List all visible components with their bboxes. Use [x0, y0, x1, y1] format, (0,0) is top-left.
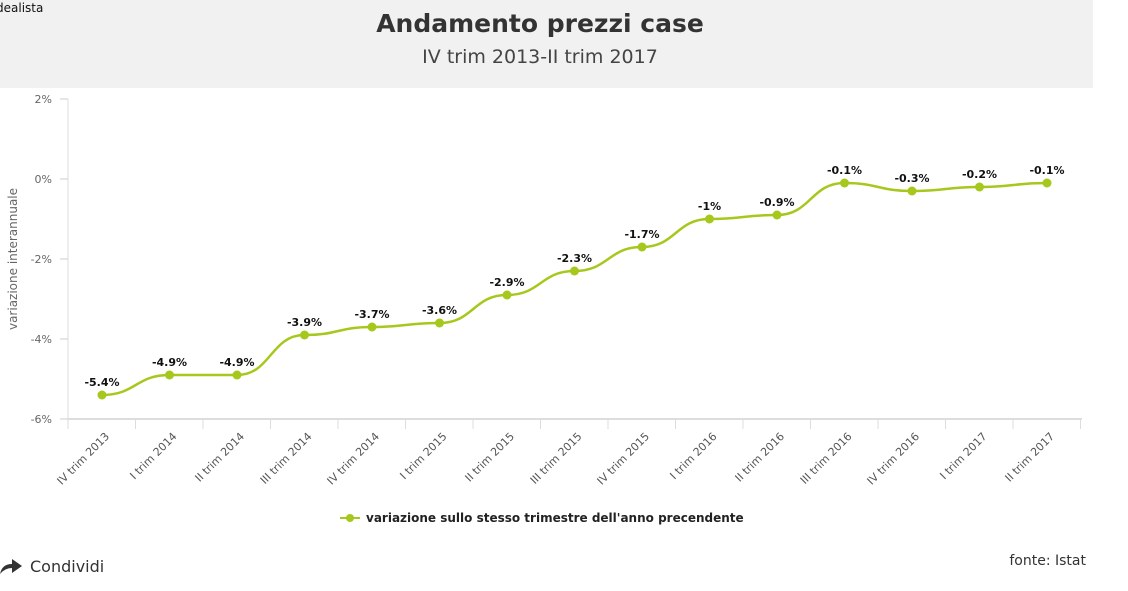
- x-tick-label: II trim 2017: [1003, 430, 1058, 485]
- data-point: [97, 390, 107, 400]
- y-tick-label: -6%: [31, 413, 52, 426]
- y-axis-label: variazione interannuale: [6, 188, 20, 330]
- data-point: [637, 242, 647, 252]
- x-tick-label: IV trim 2016: [865, 430, 923, 488]
- data-label: -4.9%: [219, 356, 254, 369]
- data-point: [1042, 178, 1052, 188]
- source-note: fonte: Istat: [1009, 553, 1086, 569]
- share-button[interactable]: Condividi: [0, 556, 104, 576]
- legend-label: variazione sullo stesso trimestre dell'a…: [366, 511, 744, 525]
- legend-marker-icon: [340, 514, 360, 522]
- data-label: -2.3%: [557, 252, 592, 265]
- data-label: -0.2%: [962, 168, 997, 181]
- data-point: [502, 290, 512, 300]
- x-tick-label: II trim 2016: [733, 430, 788, 485]
- line-chart: 2% 0% -2% -4% -6% variazione interannuale IV t…: [6, 93, 1082, 488]
- y-tick-label: -2%: [31, 253, 52, 266]
- data-label: -0.1%: [827, 164, 862, 177]
- x-tick-label: I trim 2016: [667, 430, 719, 482]
- data-point: [772, 210, 782, 220]
- share-label: Condividi: [30, 556, 105, 576]
- data-label: -3.6%: [422, 304, 457, 317]
- data-point: [840, 178, 849, 188]
- data-label: -0.1%: [1029, 164, 1064, 177]
- data-point: [435, 318, 444, 328]
- data-point: [165, 370, 174, 380]
- data-point: [232, 370, 242, 380]
- x-tick-label: III trim 2016: [798, 430, 855, 487]
- x-tick-label: III trim 2014: [258, 430, 315, 487]
- x-tick-label: III trim 2015: [528, 430, 585, 487]
- x-tick-label: I trim 2015: [397, 430, 449, 482]
- data-point: [907, 186, 917, 196]
- data-point: [705, 214, 714, 224]
- x-tick-label: I trim 2014: [127, 430, 179, 482]
- data-label: -1%: [698, 200, 721, 213]
- data-label: -0.3%: [894, 172, 929, 185]
- y-tick-label: 2%: [35, 93, 52, 106]
- data-point: [570, 266, 579, 276]
- y-tick-label: -4%: [31, 333, 52, 346]
- data-label: -2.9%: [489, 276, 524, 289]
- chart-header: dealista Andamento prezzi case IV trim 2…: [0, 0, 1093, 88]
- x-tick-label: II trim 2014: [193, 430, 248, 485]
- data-label: -0.9%: [759, 196, 794, 209]
- x-tick-label: II trim 2015: [463, 430, 518, 485]
- x-tick-label: IV trim 2015: [595, 430, 653, 488]
- data-point: [367, 322, 377, 332]
- data-label: -5.4%: [84, 376, 119, 389]
- brand-logo: dealista: [0, 1, 44, 15]
- chart-title: Andamento prezzi case: [376, 9, 704, 38]
- data-label: -3.7%: [354, 308, 389, 321]
- data-label: -1.7%: [624, 228, 659, 241]
- y-tick-label: 0%: [35, 173, 52, 186]
- data-label: -3.9%: [287, 316, 322, 329]
- data-point: [300, 330, 309, 340]
- x-tick-label: I trim 2017: [937, 430, 989, 482]
- chart-subtitle: IV trim 2013-II trim 2017: [422, 46, 658, 68]
- x-tick-label: IV trim 2013: [55, 430, 113, 488]
- share-arrow-icon: [0, 559, 22, 574]
- data-label: -4.9%: [152, 356, 187, 369]
- x-tick-label: IV trim 2014: [325, 430, 383, 488]
- legend-item[interactable]: variazione sullo stesso trimestre dell'a…: [340, 511, 744, 525]
- data-point: [975, 182, 984, 192]
